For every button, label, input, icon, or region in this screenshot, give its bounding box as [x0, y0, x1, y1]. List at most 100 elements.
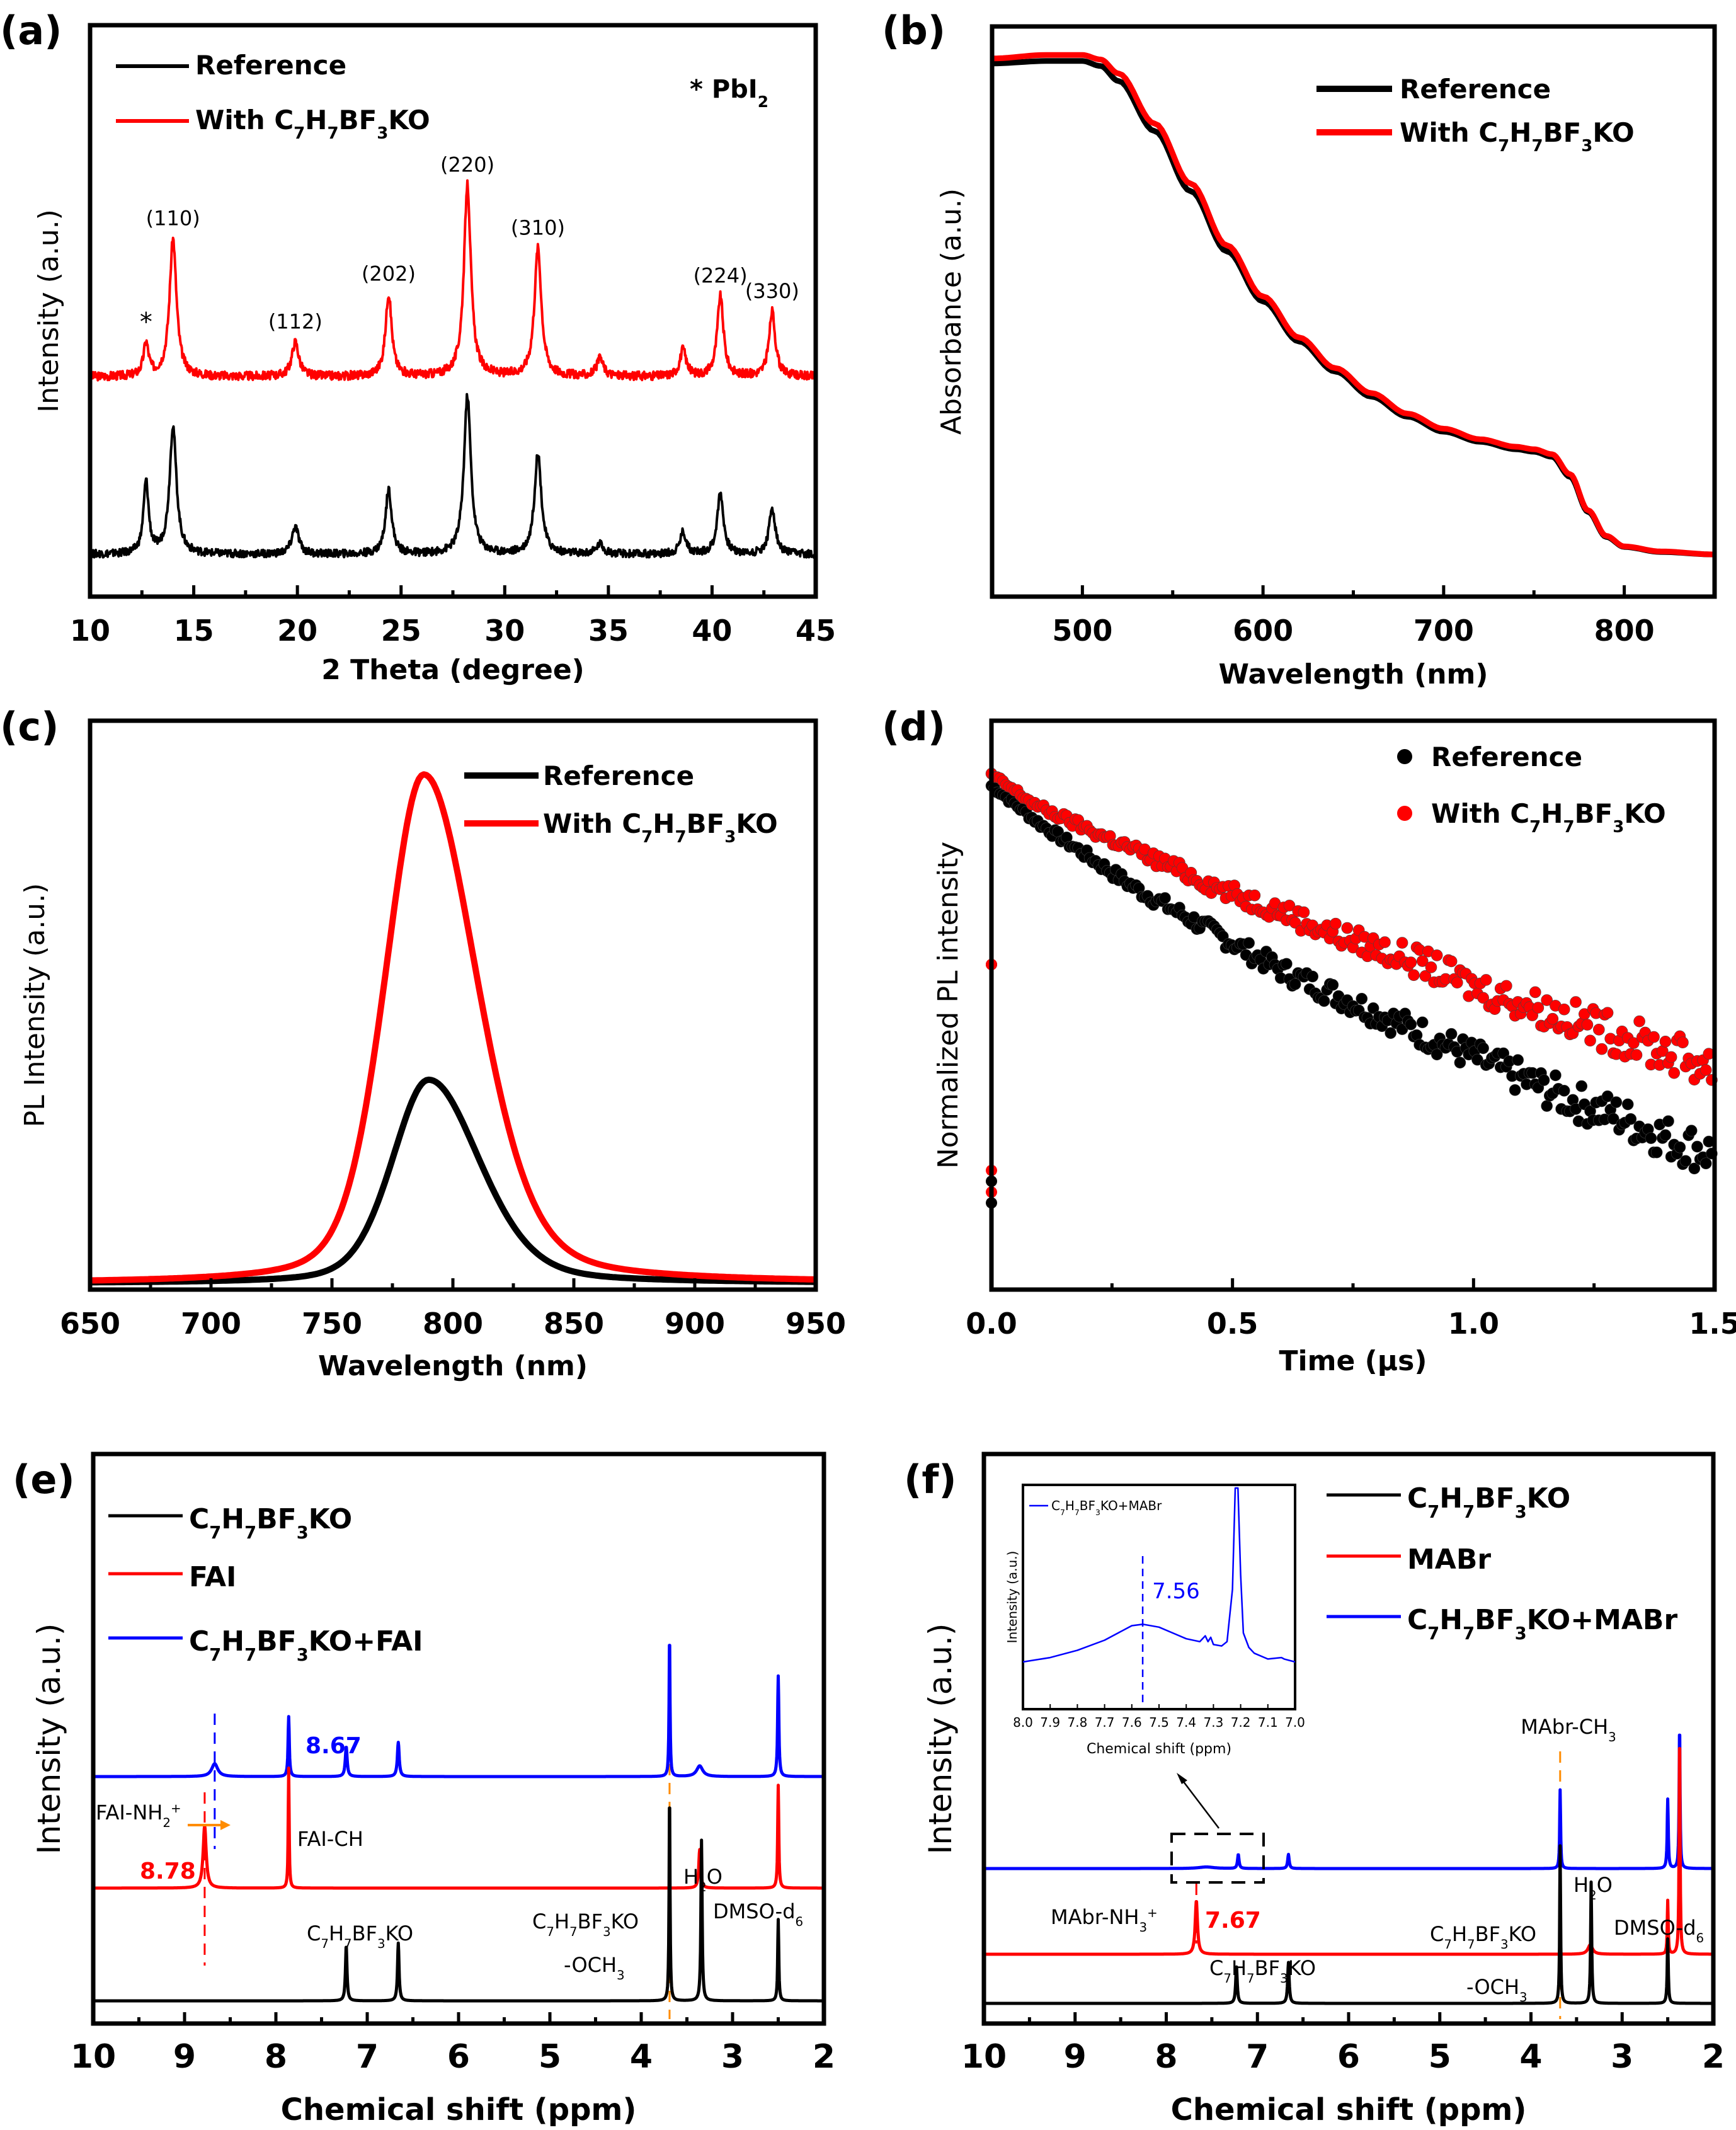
x-axis-label: 2 Theta (degree) — [321, 654, 585, 686]
x-axis-label: Chemical shift (ppm) — [281, 2092, 637, 2127]
data-point — [1454, 1056, 1466, 1069]
peak-annotation: FAI-CH — [297, 1827, 363, 1851]
plot-frame — [91, 1451, 826, 2026]
peak-annotation: DMSO-d6 — [713, 1899, 803, 1929]
scatter-series-additive — [985, 767, 1718, 1198]
data-point — [1659, 1035, 1672, 1048]
peak-annotation: C7H7BF3KO — [532, 1910, 639, 1939]
data-point — [1665, 1051, 1677, 1063]
panel-label: (b) — [882, 8, 945, 54]
data-point — [1662, 1115, 1674, 1127]
x-tick-label: 35 — [588, 614, 629, 648]
legend: Reference With C7H7BF3KO — [464, 760, 778, 847]
inset-x-tick-label: 7.6 — [1122, 1715, 1142, 1730]
legend-label: C7H7BF3KO+FAI — [189, 1625, 423, 1665]
arrow-head-icon — [220, 1820, 231, 1830]
data-point — [1610, 1096, 1623, 1108]
data-point — [1593, 1024, 1605, 1036]
data-point — [1512, 1054, 1524, 1066]
inset-x-tick-label: 7.4 — [1176, 1715, 1196, 1730]
legend-label: C7H7BF3KO — [1407, 1482, 1570, 1522]
data-point — [1581, 1019, 1594, 1031]
data-point — [1471, 1053, 1483, 1066]
data-point — [1430, 949, 1443, 961]
inset-x-tick-label: 7.3 — [1203, 1715, 1223, 1730]
data-point — [1298, 906, 1310, 919]
x-tick-label: 7 — [1246, 2038, 1269, 2076]
x-tick-label: 3 — [1611, 2038, 1633, 2076]
panel-f: (f) 10 9 8 7 6 5 4 3 2 Chemical shift (ppm) Intensi… — [904, 1451, 1725, 2127]
x-tick-label: 10 — [961, 2038, 1007, 2076]
x-tick-label: 850 — [544, 1307, 604, 1341]
data-point — [1289, 917, 1301, 929]
data-point — [1584, 1034, 1596, 1047]
data-point — [1674, 1141, 1686, 1154]
legend: Reference With C7H7BF3KO — [116, 50, 430, 143]
x-tick-label: 0.5 — [1207, 1307, 1259, 1341]
x-tick-label: 9 — [1064, 2038, 1087, 2076]
x-tick-label: 1.0 — [1448, 1307, 1500, 1341]
peak-label: (224) — [694, 263, 748, 287]
panel-d: (d) 0.0 0.5 1.0 1.5 Reference With C7H7BF3KO Ti… — [882, 704, 1736, 1377]
scatter-series-reference — [985, 779, 1718, 1209]
plot-frame — [990, 24, 1717, 599]
data-point — [1248, 889, 1261, 902]
legend-label-additive: With C7H7BF3KO — [195, 105, 430, 143]
x-axis-label: Wavelength (nm) — [1219, 658, 1488, 690]
data-point — [1396, 937, 1408, 949]
x-tick-label: 40 — [692, 614, 732, 648]
panel-label: (e) — [13, 1457, 75, 1503]
inset-x-tick-label: 7.8 — [1067, 1715, 1087, 1730]
peak-annotation: MAbr-CH3 — [1521, 1715, 1616, 1744]
inset-legend-label: C7H7BF3KO+MABr — [1051, 1498, 1162, 1517]
data-point — [1451, 976, 1463, 989]
peak-annotation: MAbr-NH3+ — [1051, 1905, 1158, 1935]
x-tick-label: 4 — [630, 2038, 653, 2076]
peak-label: (310) — [511, 216, 565, 240]
x-tick-label: 15 — [174, 614, 214, 648]
x-tick-label: 800 — [1594, 614, 1655, 648]
peak-label: (112) — [268, 309, 323, 333]
peak-annotation: H2O — [683, 1865, 722, 1894]
data-point — [1650, 1146, 1663, 1159]
data-point — [1509, 1084, 1521, 1096]
data-point — [1691, 1140, 1703, 1153]
inset-series-line — [1022, 1487, 1296, 1663]
legend-label: MABr — [1407, 1543, 1491, 1576]
legend-label-reference: Reference — [195, 50, 346, 81]
legend: Reference With C7H7BF3KO — [1316, 74, 1635, 156]
panel-label: (d) — [882, 704, 945, 750]
data-point — [1607, 1113, 1619, 1125]
x-tick-label: 7 — [356, 2038, 379, 2076]
legend-marker-additive — [1397, 806, 1412, 821]
data-point — [1480, 974, 1492, 986]
data-point — [1558, 1003, 1570, 1016]
data-point — [1550, 1069, 1562, 1082]
legend: Reference With C7H7BF3KO — [1397, 741, 1666, 837]
x-tick-label: 700 — [1413, 614, 1474, 648]
x-tick-label: 0.0 — [966, 1307, 1017, 1341]
x-tick-label: 25 — [381, 614, 421, 648]
x-tick-label: 600 — [1233, 614, 1293, 648]
peak-annotation: H2O — [1573, 1873, 1613, 1903]
panel-label: (f) — [904, 1457, 957, 1503]
x-tick-label: 900 — [665, 1307, 725, 1341]
data-point — [1699, 1064, 1712, 1076]
data-point — [1630, 1049, 1643, 1061]
data-point — [1289, 978, 1301, 990]
peak-label: (110) — [146, 206, 200, 230]
data-point — [1541, 994, 1553, 1006]
data-point — [1648, 1031, 1660, 1043]
data-point — [1445, 1028, 1458, 1040]
zoom-region-box — [1170, 1833, 1265, 1884]
x-tick-label: 20 — [277, 614, 317, 648]
data-point — [1570, 996, 1582, 1008]
x-axis-label: Wavelength (nm) — [318, 1350, 588, 1382]
legend: C7H7BF3KO MABr C7H7BF3KO+MABr — [1327, 1482, 1677, 1644]
x-tick-label: 950 — [785, 1307, 846, 1341]
data-point — [1159, 892, 1171, 904]
series-line-reference — [89, 1076, 817, 1286]
series-line — [983, 1844, 1715, 2005]
inset-y-axis-label: Intensity (a.u.) — [1005, 1551, 1020, 1644]
data-point — [1596, 1043, 1608, 1055]
